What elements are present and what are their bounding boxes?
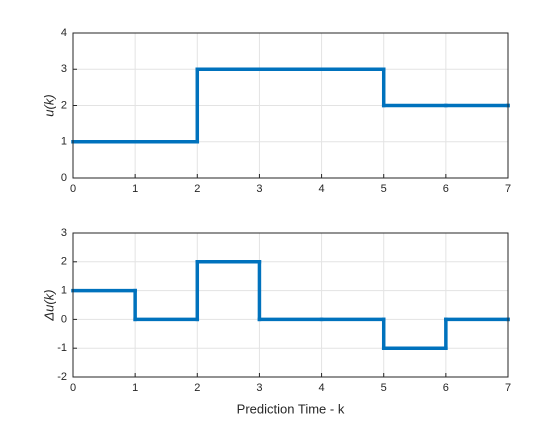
y-tick-label: 2 (61, 99, 67, 111)
x-tick-label: 3 (256, 183, 262, 195)
y-tick-label: 1 (61, 285, 67, 297)
x-tick-label: 2 (194, 183, 200, 195)
y-tick-label: 2 (61, 256, 67, 268)
axes-box (72, 32, 509, 179)
x-tick-label: 1 (132, 382, 138, 394)
y-tick-label: 3 (61, 63, 67, 75)
y-tick-label: 3 (61, 227, 67, 239)
y-axis-label: u(k) (41, 94, 56, 116)
x-tick-label: 6 (443, 183, 449, 195)
x-tick-label: 5 (381, 382, 387, 394)
y-tick-label: 0 (61, 313, 67, 325)
x-tick-label: 4 (319, 183, 325, 195)
y-tick-label: -2 (57, 371, 67, 383)
y-axis-label: Δu(k) (41, 289, 56, 321)
x-tick-label: 7 (505, 382, 511, 394)
x-axis-label: Prediction Time - k (237, 401, 345, 416)
x-tick-label: 0 (70, 382, 76, 394)
y-tick-label: 0 (61, 172, 67, 184)
x-tick-label: 1 (132, 183, 138, 195)
axes-box (72, 232, 509, 378)
x-tick-label: 3 (256, 382, 262, 394)
x-tick-label: 7 (505, 183, 511, 195)
plot-area (73, 233, 508, 377)
x-tick-label: 5 (381, 183, 387, 195)
x-tick-label: 2 (194, 382, 200, 394)
x-tick-label: 0 (70, 183, 76, 195)
y-tick-label: -1 (57, 342, 67, 354)
y-tick-label: 1 (61, 136, 67, 148)
y-tick-label: 4 (61, 27, 67, 39)
x-tick-label: 4 (319, 382, 325, 394)
x-tick-label: 6 (443, 382, 449, 394)
